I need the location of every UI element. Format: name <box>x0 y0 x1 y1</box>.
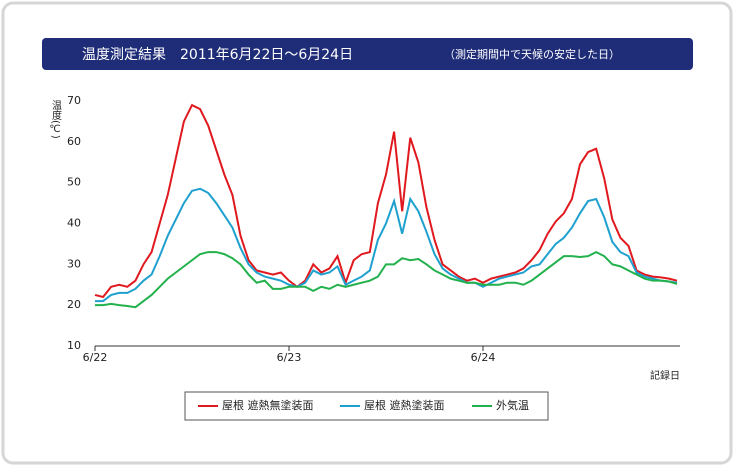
line-series <box>95 250 678 309</box>
chart-title: 温度測定結果 2011年6月22日～6月24日 <box>82 47 353 63</box>
line-series <box>95 187 678 303</box>
y-tick-label: 30 <box>67 257 81 270</box>
y-axis-label: 温度(℃) <box>49 100 61 139</box>
x-tick-label: 6/24 <box>471 351 496 364</box>
y-tick-label: 10 <box>67 339 81 352</box>
y-tick-label: 40 <box>67 217 81 230</box>
line-series <box>94 103 678 299</box>
x-axis-label: 記録日 <box>650 369 680 382</box>
x-tick-label: 6/23 <box>277 351 302 364</box>
y-tick-label: 70 <box>67 94 81 107</box>
y-tick-label: 60 <box>67 135 81 148</box>
legend-label: 屋根 遮熱塗装面 <box>364 398 445 412</box>
y-tick-label: 20 <box>67 298 81 311</box>
chart-subtitle: （測定期間中で天候の安定した日） <box>444 47 620 61</box>
x-tick-label: 6/22 <box>83 351 108 364</box>
y-tick-label: 50 <box>67 176 81 189</box>
header-bar <box>42 38 693 70</box>
legend-label: 外気温 <box>496 398 529 412</box>
legend-label: 屋根 遮熱無塗装面 <box>222 398 314 412</box>
